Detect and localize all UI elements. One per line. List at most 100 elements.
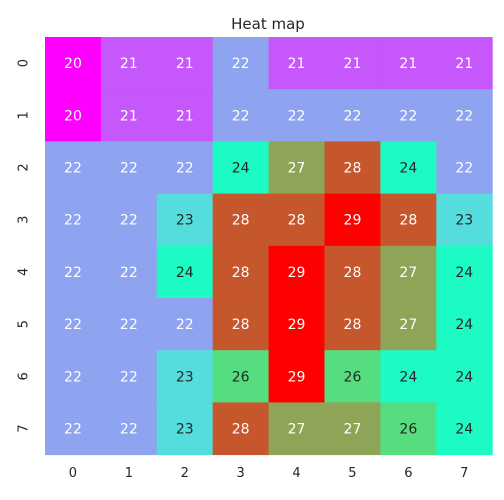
heatmap-cell — [212, 141, 270, 195]
heatmap-cell-label: 28 — [232, 265, 250, 281]
heatmap-cell — [212, 298, 270, 351]
y-tick-label: 7 — [17, 424, 32, 432]
heatmap-cell-label: 27 — [399, 265, 417, 281]
heatmap-cell — [324, 402, 381, 456]
heatmap-cell-label: 27 — [288, 422, 306, 438]
heatmap-cell — [436, 193, 493, 247]
heatmap-cell-label: 22 — [455, 161, 473, 177]
heatmap-cell — [156, 193, 214, 247]
heatmap-cell — [212, 193, 270, 247]
heatmap-cell-label: 28 — [288, 213, 306, 229]
heatmap-cell-label: 22 — [120, 265, 138, 281]
heatmap-cell — [212, 402, 270, 456]
heatmap-cell — [380, 298, 437, 351]
heatmap-cell-label: 22 — [399, 108, 417, 124]
heatmap-cell-label: 28 — [232, 213, 250, 229]
heatmap-cell-label: 22 — [176, 317, 194, 333]
heatmap-cell-labels: 20 21 21 22 21 21 21 21 20 21 21 22 22 22 22 22 22 22 22 24… — [64, 56, 473, 437]
heatmap-cell-label: 24 — [176, 265, 194, 281]
heatmap-cell-label: 20 — [64, 56, 82, 72]
heatmap-cell-label: 22 — [64, 161, 82, 177]
heatmap-cell — [436, 402, 493, 456]
heatmap-cell-label: 22 — [120, 161, 138, 177]
heatmap-cell — [436, 350, 493, 403]
heatmap-cell — [324, 37, 381, 90]
heatmap-cell — [436, 298, 493, 351]
heatmap-cell-label: 21 — [455, 56, 473, 72]
heatmap-cell-label: 28 — [344, 161, 362, 177]
heatmap-cell — [324, 298, 381, 351]
y-tick-label: 6 — [17, 372, 32, 380]
heatmap-cell-label: 22 — [120, 317, 138, 333]
heatmap-cell — [45, 141, 102, 195]
heatmap-cell-label: 20 — [64, 108, 82, 124]
heatmap-cell-label: 22 — [64, 265, 82, 281]
y-tick-label: 3 — [17, 216, 32, 224]
heatmap-cell — [45, 89, 102, 142]
heatmap-cell-label: 27 — [399, 317, 417, 333]
heatmap-cell — [100, 245, 158, 299]
heatmap-cell-label: 29 — [288, 369, 306, 385]
heatmap-cell-label: 23 — [176, 369, 194, 385]
heatmap-cell — [380, 193, 437, 247]
heatmap-cell — [324, 350, 381, 403]
heatmap-cell — [436, 245, 493, 299]
heatmap-cell — [156, 350, 214, 403]
heatmap-cell — [156, 298, 214, 351]
heatmap-cell — [268, 141, 325, 195]
heatmap-cell-label: 21 — [288, 56, 306, 72]
heatmap-cell-label: 24 — [399, 369, 417, 385]
heatmap-cell-label: 21 — [344, 56, 362, 72]
heatmap-cell-label: 21 — [120, 108, 138, 124]
heatmap-cell — [45, 402, 102, 456]
heatmap-cell — [268, 89, 325, 142]
heatmap-cell-label: 27 — [344, 422, 362, 438]
heatmap-cell-label: 22 — [455, 108, 473, 124]
heatmap-cell-label: 24 — [455, 265, 473, 281]
heatmap-cell — [380, 89, 437, 142]
heatmap-cell — [268, 193, 325, 247]
heatmap-cell — [156, 141, 214, 195]
heatmap-cell — [324, 141, 381, 195]
heatmap-cell — [212, 245, 270, 299]
heatmap-cell-label: 26 — [344, 369, 362, 385]
heatmap-cell — [324, 193, 381, 247]
heatmap-cell — [45, 350, 102, 403]
heatmap-cell — [45, 37, 102, 90]
heatmap-cell-label: 28 — [344, 317, 362, 333]
x-tick-label: 1 — [125, 466, 133, 481]
heatmap-cell — [212, 350, 270, 403]
heatmap-cell-label: 27 — [288, 161, 306, 177]
heatmap-cell — [100, 193, 158, 247]
heatmap-cell — [45, 193, 102, 247]
heatmap-cell-label: 22 — [120, 422, 138, 438]
heatmap-cell-label: 21 — [176, 56, 194, 72]
heatmap-cell-label: 22 — [64, 213, 82, 229]
heatmap-cell-label: 22 — [120, 369, 138, 385]
heatmap-cell — [100, 37, 158, 90]
heatmap-cell — [100, 350, 158, 403]
heatmap-cell — [436, 37, 493, 90]
y-tick-label: 0 — [17, 59, 32, 67]
x-tick-label: 4 — [292, 466, 300, 481]
heatmap-cell-label: 22 — [120, 213, 138, 229]
heatmap-cell-label: 24 — [455, 369, 473, 385]
heatmap-cell-label: 22 — [176, 161, 194, 177]
heatmap-cell — [100, 402, 158, 456]
heatmap-cell — [45, 245, 102, 299]
heatmap-cell — [156, 89, 214, 142]
heatmap-cell-label: 28 — [232, 317, 250, 333]
y-tick-label: 4 — [17, 268, 32, 276]
heatmap-cell — [156, 37, 214, 90]
heatmap-cell — [268, 402, 325, 456]
heatmap-cell — [268, 245, 325, 299]
heatmap-cell-label: 28 — [344, 265, 362, 281]
heatmap-cell-label: 21 — [176, 108, 194, 124]
heatmap-cell — [156, 402, 214, 456]
y-tick-label: 2 — [17, 163, 32, 171]
heatmap-cell — [380, 350, 437, 403]
heatmap-cell-label: 22 — [232, 108, 250, 124]
heatmap-cell-label: 26 — [399, 422, 417, 438]
heatmap-cell — [268, 37, 325, 90]
heatmap-cell — [268, 298, 325, 351]
